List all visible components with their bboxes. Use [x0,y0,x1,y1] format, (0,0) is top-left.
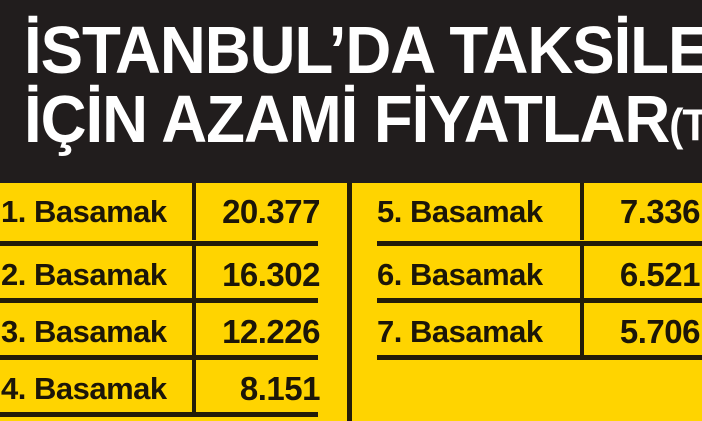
table-row: 3. Basamak 12.226 [0,303,347,360]
tier-price: 5.706 [619,313,701,350]
headline-line-2-text: İÇİN AZAMİ FİYATLAR [24,81,670,157]
center-divider [347,183,352,421]
tier-price: 16.302 [222,256,320,293]
column-divider [192,183,196,240]
column-divider [580,303,584,360]
tier-label: 4. Basamak [1,371,167,406]
column-divider [192,246,196,303]
currency-suffix: (TL) [669,100,702,150]
tier-label: 5. Basamak [377,194,543,229]
headline-line-1: İSTANBUL’DA TAKSİLER [24,12,702,88]
row-separator [377,355,702,360]
row-separator [377,241,702,246]
table-row: 6. Basamak 6.521 [352,246,702,303]
table-row: 2. Basamak 16.302 [0,246,347,303]
table-row: 4. Basamak 8.151 [0,360,347,417]
tier-price: 7.336 [619,193,701,230]
tier-price: 8.151 [239,370,321,407]
tariff-panel: 1. Basamak 20.377 2. Basamak 16.302 3. B… [0,183,702,421]
row-separator [0,355,318,360]
tier-label: 6. Basamak [377,257,543,292]
tier-label: 1. Basamak [1,194,167,229]
row-separator [0,298,318,303]
tier-price: 12.226 [222,313,320,350]
column-divider [192,360,196,417]
tier-price: 20.377 [222,193,320,230]
row-separator [0,241,318,246]
table-row: 5. Basamak 7.336 [352,183,702,240]
table-row: 7. Basamak 5.706 [352,303,702,360]
tier-price: 6.521 [619,256,701,293]
header-banner: İSTANBUL’DA TAKSİLER İÇİN AZAMİ FİYATLAR… [0,0,702,183]
row-separator [0,412,318,417]
tier-label: 3. Basamak [1,314,167,349]
tier-label: 7. Basamak [377,314,543,349]
table-row: 1. Basamak 20.377 [0,183,347,240]
column-divider [580,246,584,303]
row-separator [377,298,702,303]
column-divider [580,183,584,240]
headline-line-2: İÇİN AZAMİ FİYATLAR(TL) [24,85,702,159]
column-divider [192,303,196,360]
tier-label: 2. Basamak [1,257,167,292]
